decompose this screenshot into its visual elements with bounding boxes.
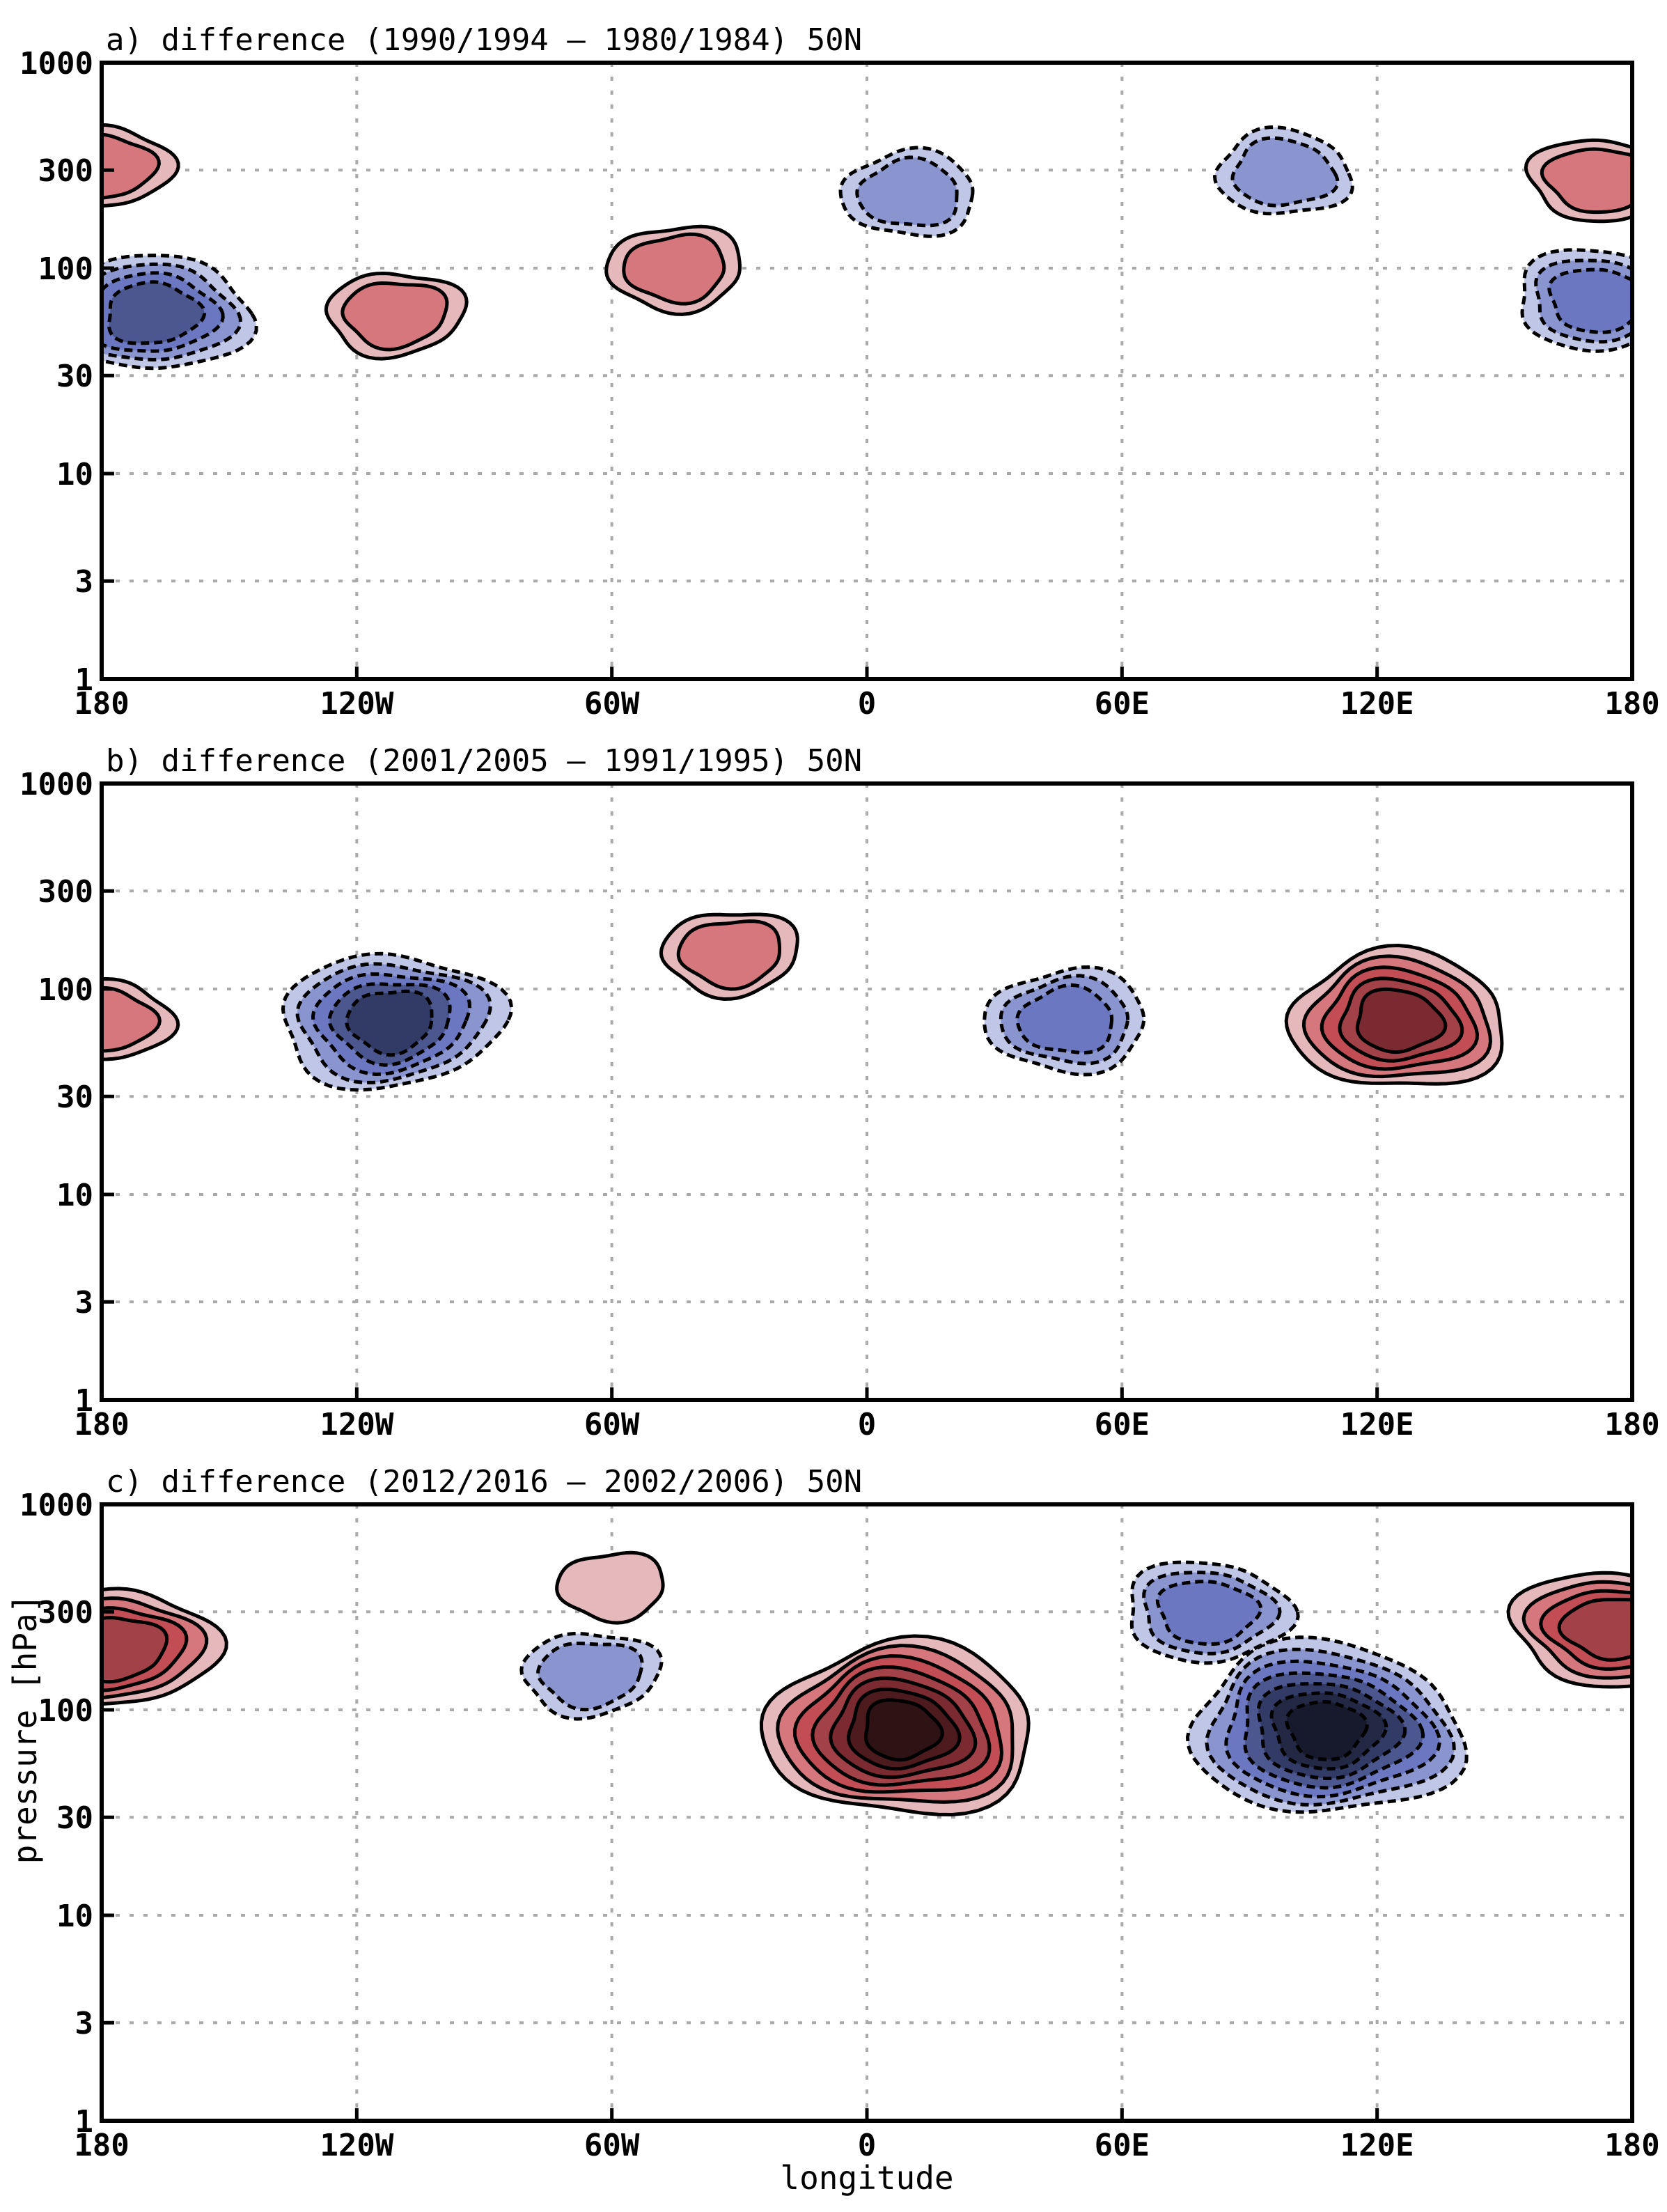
x-tick-label: 180 <box>1604 1407 1659 1442</box>
positive-anomaly <box>1284 944 1504 1086</box>
x-tick-label: 60E <box>1095 686 1150 722</box>
contour-level <box>1547 267 1632 334</box>
y-tick-label: 3 <box>75 2006 94 2041</box>
negative-anomaly <box>1129 1560 1300 1665</box>
contour-level <box>1015 983 1114 1054</box>
x-tick-label: 0 <box>858 2128 877 2163</box>
x-axis-label: longitude <box>780 2159 953 2197</box>
x-tick-label: 120W <box>320 1407 393 1442</box>
x-tick-label: 60W <box>584 2128 640 2163</box>
x-tick-label: 60W <box>584 1407 640 1442</box>
x-tick-label: 180 <box>74 686 129 722</box>
negative-anomaly <box>838 146 975 238</box>
x-tick-label: 120E <box>1340 2128 1414 2163</box>
contour-level <box>555 1550 665 1625</box>
contour-level <box>1557 1598 1632 1662</box>
y-tick-label: 1 <box>75 662 94 698</box>
y-tick-label: 100 <box>38 251 93 287</box>
positive-anomaly <box>555 1550 665 1625</box>
grid <box>102 1504 1632 2121</box>
y-tick-label: 1000 <box>19 1488 93 1523</box>
y-tick-label: 30 <box>56 1800 93 1836</box>
negative-anomaly <box>281 951 514 1092</box>
contour-level <box>1355 987 1448 1054</box>
x-tick-label: 60E <box>1095 2128 1150 2163</box>
contour-level <box>102 132 161 200</box>
y-tick-label: 3 <box>75 1285 94 1321</box>
contour-level <box>345 989 434 1057</box>
y-tick-label: 10 <box>56 1178 93 1213</box>
x-tick-label: 180 <box>1604 2128 1659 2163</box>
y-tick-label: 30 <box>56 359 93 394</box>
panel-c: c) difference (2012/2016 – 2002/2006) 50… <box>6 1464 1660 2197</box>
positive-anomaly <box>1524 138 1632 224</box>
x-tick-label: 180 <box>74 2128 129 2163</box>
x-tick-label: 180 <box>1604 686 1659 722</box>
positive-anomaly <box>102 1587 228 1706</box>
y-tick-label: 10 <box>56 457 93 492</box>
x-tick-label: 120W <box>320 2128 393 2163</box>
y-tick-label: 100 <box>38 972 93 1008</box>
y-tick-label: 300 <box>38 874 93 910</box>
positive-anomaly <box>324 272 469 361</box>
positive-anomaly <box>102 123 180 208</box>
x-tick-label: 180 <box>74 1407 129 1442</box>
contour-field <box>102 912 1504 1092</box>
panel-title: b) difference (2001/2005 – 1991/1995) 50… <box>106 743 862 779</box>
contour-level <box>1155 1580 1263 1646</box>
contour-field <box>102 1550 1632 1816</box>
contour-level <box>855 155 959 228</box>
contour-level <box>1230 136 1340 208</box>
contour-level <box>102 1616 169 1684</box>
grid <box>102 784 1632 1400</box>
y-tick-label: 100 <box>38 1693 93 1729</box>
positive-anomaly <box>659 912 799 1001</box>
negative-anomaly <box>102 254 258 371</box>
panel-a: a) difference (1990/1994 – 1980/1984) 50… <box>19 22 1660 722</box>
negative-anomaly <box>983 965 1146 1077</box>
positive-anomaly <box>759 1634 1031 1816</box>
contour-level <box>676 919 781 991</box>
contour-level <box>1285 1700 1369 1761</box>
negative-anomaly <box>1520 248 1632 353</box>
contour-level <box>102 986 162 1053</box>
x-tick-label: 60W <box>584 686 640 722</box>
y-axis-label: pressure [hPa] <box>6 1594 44 1864</box>
contour-level <box>622 232 726 306</box>
y-tick-label: 3 <box>75 564 94 600</box>
negative-anomaly <box>1186 1635 1469 1814</box>
positive-anomaly <box>1506 1571 1632 1689</box>
contour-level <box>863 1698 944 1762</box>
x-tick-label: 120E <box>1340 686 1414 722</box>
x-tick-label: 0 <box>858 1407 877 1442</box>
y-tick-label: 1 <box>75 2104 94 2140</box>
contour-level <box>1540 147 1632 215</box>
y-tick-label: 1000 <box>19 767 93 802</box>
positive-anomaly <box>102 977 180 1061</box>
contour-field <box>102 123 1632 371</box>
y-tick-label: 1 <box>75 1383 94 1419</box>
y-tick-label: 30 <box>56 1080 93 1115</box>
contour-level <box>536 1642 644 1712</box>
x-tick-label: 120E <box>1340 1407 1414 1442</box>
x-tick-label: 0 <box>858 686 877 722</box>
positive-anomaly <box>604 224 742 316</box>
y-tick-label: 300 <box>38 1595 93 1630</box>
y-tick-label: 300 <box>38 153 93 189</box>
contour-level <box>341 281 449 352</box>
y-tick-label: 10 <box>56 1899 93 1934</box>
panel-title: a) difference (1990/1994 – 1980/1984) 50… <box>106 22 862 58</box>
x-tick-label: 60E <box>1095 1407 1150 1442</box>
contour-level <box>107 280 207 345</box>
x-tick-label: 120W <box>320 686 393 722</box>
panel-b: b) difference (2001/2005 – 1991/1995) 50… <box>19 743 1660 1442</box>
grid <box>102 63 1632 679</box>
negative-anomaly <box>519 1632 664 1721</box>
panel-title: c) difference (2012/2016 – 2002/2006) 50… <box>106 1464 862 1500</box>
negative-anomaly <box>1213 125 1354 216</box>
y-tick-label: 1000 <box>19 46 93 81</box>
